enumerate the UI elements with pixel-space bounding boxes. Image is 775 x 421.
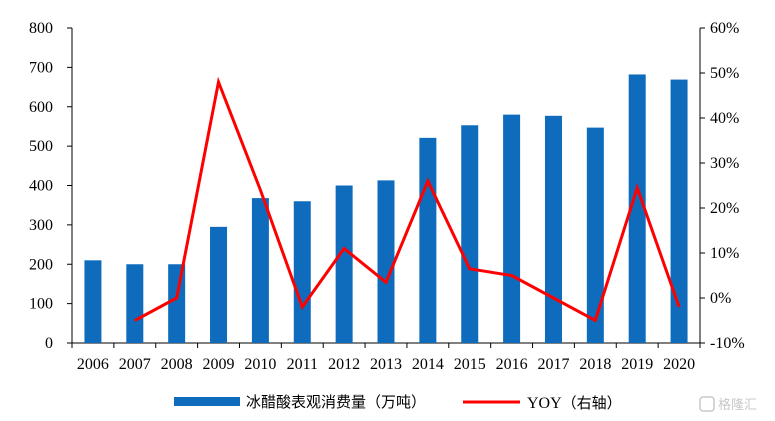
right-tick-label: 30% (710, 155, 739, 172)
right-tick-label: 20% (710, 200, 739, 217)
x-tick-label: 2010 (244, 356, 276, 373)
yoy-line-series (134, 76, 681, 323)
x-tick-label: 2007 (119, 356, 151, 373)
left-tick-label: 100 (29, 296, 53, 313)
bar (377, 180, 395, 343)
x-tick-label: 2008 (161, 356, 193, 373)
bar (503, 114, 521, 343)
right-tick-label: 10% (710, 245, 739, 262)
x-tick-label: 2015 (454, 356, 486, 373)
legend-bar-label: 冰醋酸表观消费量（万吨） (246, 393, 426, 411)
bar (210, 226, 228, 343)
right-axis: -10% 0% 10% 20% 30% 40% 50% 60% (699, 20, 745, 352)
bar (461, 125, 479, 343)
left-tick-label: 200 (29, 256, 53, 273)
right-tick-label: 50% (710, 65, 739, 82)
bar (544, 115, 562, 344)
watermark: 格隆汇 (699, 396, 757, 413)
left-tick-label: 600 (29, 99, 53, 116)
left-tick-label: 300 (29, 217, 53, 234)
x-tick-label: 2014 (412, 356, 444, 373)
right-tick-label: -10% (710, 335, 745, 352)
bar (586, 127, 604, 344)
bar (335, 185, 353, 343)
bar (628, 74, 646, 344)
bar-series (84, 74, 688, 344)
left-tick-label: 0 (45, 335, 53, 352)
bar (84, 260, 102, 343)
legend-line-label-cjk: （右轴） (562, 394, 622, 412)
x-axis: 2006 2007 2008 2009 2010 2011 2012 2013 2014 2015… (71, 342, 701, 373)
watermark-logo-icon (699, 396, 715, 412)
bar (168, 264, 186, 343)
left-tick-label: 700 (29, 59, 53, 76)
left-tick-label: 800 (29, 20, 53, 37)
x-tick-label: 2017 (537, 356, 569, 373)
legend-line-label: YOY（右轴） (527, 394, 622, 412)
x-tick-label: 2006 (77, 356, 109, 373)
x-tick-label: 2019 (621, 356, 653, 373)
left-axis: 0 100 200 300 400 500 600 700 800 (29, 20, 73, 352)
right-tick-label: 0% (710, 290, 731, 307)
bar (293, 201, 311, 343)
x-tick-label: 2011 (287, 356, 318, 373)
yoy-line (134, 76, 681, 323)
x-tick-label: 2012 (328, 356, 360, 373)
bar (126, 264, 144, 343)
right-tick-label: 40% (710, 110, 739, 127)
x-tick-label: 2020 (663, 356, 695, 373)
legend-line-label-latin: YOY (527, 395, 562, 412)
x-tick-label: 2018 (579, 356, 611, 373)
watermark-text: 格隆汇 (718, 397, 757, 413)
right-tick-label: 60% (710, 20, 739, 37)
legend: 冰醋酸表观消费量（万吨） YOY（右轴） (174, 393, 622, 412)
bar (251, 198, 269, 343)
x-tick-label: 2016 (496, 356, 528, 373)
x-tick-label: 2009 (203, 356, 235, 373)
left-tick-label: 400 (29, 178, 53, 195)
legend-bar-swatch (174, 397, 240, 406)
bar (670, 79, 688, 344)
bar (419, 137, 437, 343)
x-tick-label: 2013 (370, 356, 402, 373)
left-tick-label: 500 (29, 138, 53, 155)
